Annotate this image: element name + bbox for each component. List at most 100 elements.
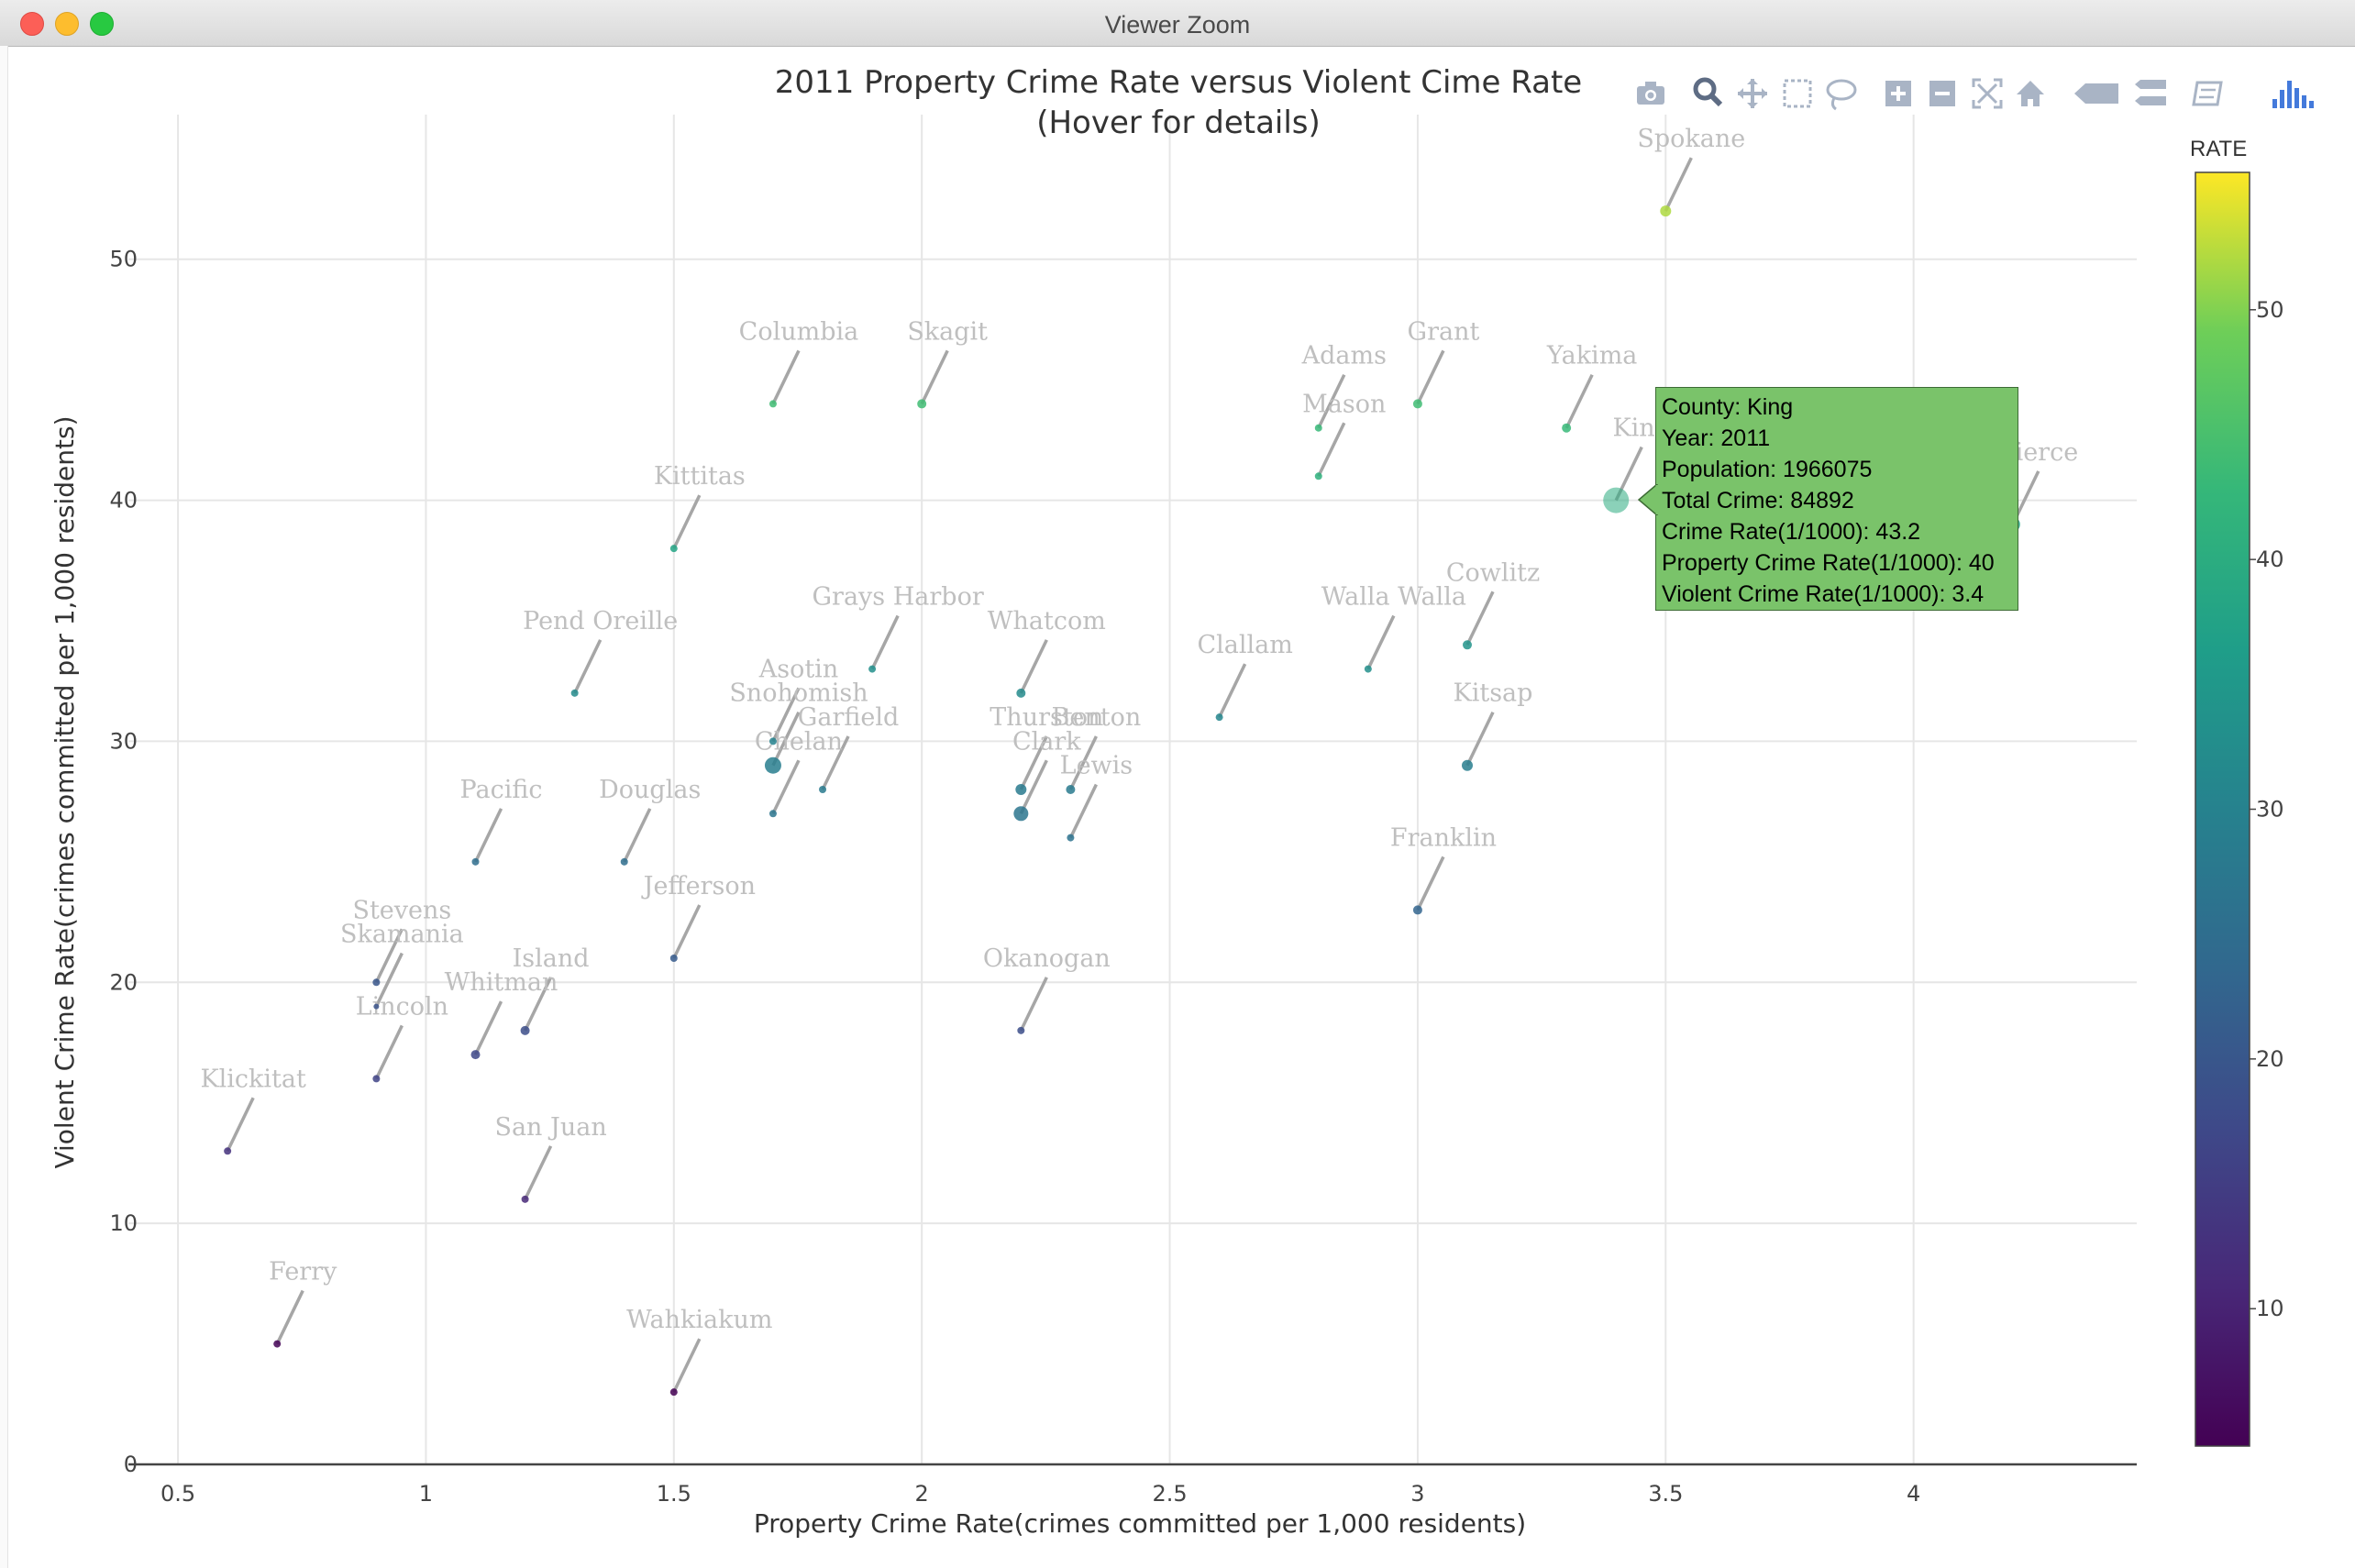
colorbar	[2195, 171, 2250, 1447]
point-label: Kittitas	[654, 462, 746, 491]
point-label: Skagit	[907, 317, 988, 346]
label-arrow	[1317, 373, 1346, 429]
tooltip-line: Year: 2011	[1662, 425, 1771, 451]
data-point[interactable]	[764, 756, 781, 774]
data-point[interactable]	[1412, 399, 1422, 409]
data-point[interactable]	[1364, 665, 1372, 673]
zoom-icon[interactable]	[1693, 77, 1723, 107]
box-select-icon[interactable]	[1783, 79, 1812, 108]
label-arrow	[524, 1145, 553, 1200]
hover-closest-icon[interactable]	[2074, 83, 2118, 104]
data-point[interactable]	[768, 810, 777, 818]
zoom-out-icon[interactable]	[1929, 81, 1955, 106]
data-point[interactable]	[669, 1388, 678, 1397]
data-point[interactable]	[917, 399, 927, 409]
data-point[interactable]	[768, 737, 777, 745]
label-arrow	[524, 977, 553, 1032]
minimize-window-button[interactable]	[55, 12, 79, 36]
label-arrow	[374, 1024, 404, 1080]
camera-icon[interactable]	[1637, 82, 1664, 105]
data-point[interactable]	[1066, 785, 1076, 794]
point-label: Pend Oreille	[523, 607, 678, 635]
point-label: San Juan	[494, 1113, 606, 1142]
data-point[interactable]	[1016, 688, 1026, 698]
data-point[interactable]	[1660, 205, 1672, 217]
label-arrow	[473, 808, 503, 863]
window-title: Viewer Zoom	[1104, 11, 1251, 39]
tooltip-line: Violent Crime Rate(1/1000): 3.4	[1662, 581, 1985, 607]
point-label: Garfield	[798, 703, 899, 732]
tooltip-line: Population: 1966075	[1662, 457, 1873, 482]
data-point[interactable]	[372, 978, 381, 987]
y-tick-label: 50	[109, 247, 138, 272]
data-point[interactable]	[520, 1025, 530, 1035]
data-point[interactable]	[1412, 905, 1422, 915]
label-arrow	[1465, 591, 1495, 646]
point-label: Ferry	[269, 1258, 337, 1286]
point-label: Wahkiakum	[626, 1306, 772, 1334]
zoom-in-icon[interactable]	[1885, 81, 1911, 106]
tooltip-line: Property Crime Rate(1/1000): 40	[1662, 550, 1995, 576]
point-label: Skamania	[340, 921, 464, 949]
label-arrow	[771, 349, 801, 405]
label-arrow	[1068, 735, 1098, 790]
maximize-window-button[interactable]	[90, 12, 114, 36]
x-tick-label: 2	[915, 1481, 929, 1507]
chart-subtitle: (Hover for details)	[1036, 105, 1321, 141]
label-arrow	[1019, 977, 1048, 1032]
data-point[interactable]	[620, 857, 628, 866]
data-point[interactable]	[224, 1147, 232, 1155]
data-point[interactable]	[570, 689, 579, 697]
x-tick-label: 3.5	[1648, 1481, 1683, 1507]
data-point[interactable]	[273, 1340, 282, 1348]
data-point[interactable]	[372, 1075, 381, 1083]
colorbar-ticks: 10 20 30 40 50	[2250, 297, 2284, 1321]
data-point[interactable]	[471, 857, 480, 866]
label-arrow	[275, 1289, 304, 1345]
reset-axes-icon[interactable]	[2017, 81, 2044, 106]
data-point[interactable]	[669, 955, 678, 962]
toggle-spikelines-icon[interactable]	[2192, 81, 2223, 106]
data-point[interactable]	[1562, 423, 1572, 433]
data-point[interactable]	[1314, 424, 1322, 432]
data-point[interactable]	[868, 665, 877, 673]
point-label: Pacific	[460, 776, 543, 804]
data-point[interactable]	[1603, 487, 1630, 513]
data-point[interactable]	[768, 400, 777, 408]
data-point[interactable]	[1463, 640, 1472, 650]
data-point[interactable]	[373, 1003, 380, 1010]
hover-compare-icon[interactable]	[2135, 80, 2166, 105]
data-point[interactable]	[1314, 472, 1322, 480]
y-axis-label: Violent Crime Rate(crimes committed per …	[50, 415, 80, 1168]
data-point[interactable]	[1017, 1026, 1025, 1034]
lasso-select-icon[interactable]	[1826, 79, 1857, 111]
data-point[interactable]	[1013, 806, 1029, 822]
autoscale-icon[interactable]	[1972, 78, 2003, 109]
data-point[interactable]	[669, 545, 678, 553]
tooltip-pointer	[1638, 484, 1658, 515]
label-arrow	[1664, 157, 1693, 212]
label-arrow	[672, 1338, 702, 1393]
colorbar-tick-label: 20	[2256, 1046, 2284, 1072]
plotly-logo-icon[interactable]	[2272, 81, 2314, 108]
data-point[interactable]	[470, 1050, 481, 1060]
point-label: Grant	[1408, 317, 1480, 346]
window-edge	[0, 46, 8, 1568]
data-point[interactable]	[521, 1195, 529, 1203]
point-label: Franklin	[1390, 823, 1497, 852]
data-point[interactable]	[1462, 759, 1473, 771]
point-label: Walla Walla	[1321, 583, 1466, 612]
data-point[interactable]	[1015, 784, 1027, 795]
data-point[interactable]	[1067, 834, 1075, 842]
hover-tooltip: County: King Year: 2011 Population: 1966…	[1655, 387, 2018, 611]
pan-icon[interactable]	[1738, 79, 1767, 108]
point-label: Whatcom	[988, 607, 1106, 635]
label-arrow	[821, 735, 850, 790]
close-window-button[interactable]	[20, 12, 44, 36]
point-label: Clallam	[1197, 631, 1292, 659]
data-point[interactable]	[819, 786, 827, 793]
x-tick-label: 1.5	[657, 1481, 691, 1507]
data-point[interactable]	[1215, 713, 1223, 722]
